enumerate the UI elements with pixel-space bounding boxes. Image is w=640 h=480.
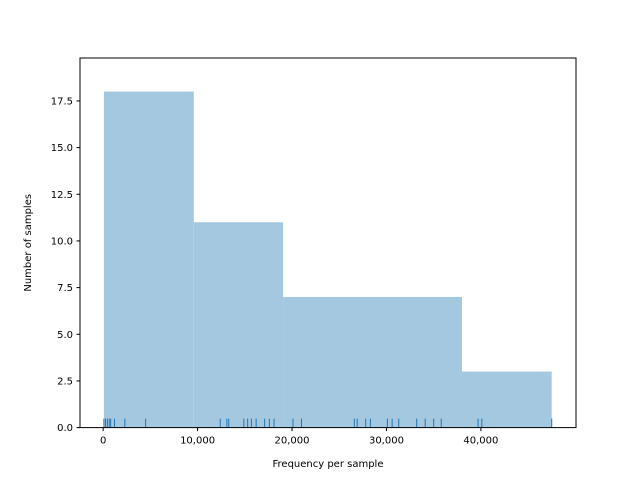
x-tick-label-1: 0 — [100, 436, 106, 447]
histogram-bars — [103, 91, 552, 428]
y-tick-label-1: 0.0 — [57, 423, 73, 434]
y-axis-ticks: 0.0 2.5 5.0 7.5 10.0 12.5 15.0 17.5 — [51, 96, 80, 434]
histogram-bar-4 — [462, 371, 552, 428]
x-tick-label-3: 20,000 — [275, 436, 310, 447]
y-tick-label-5: 10.0 — [51, 236, 73, 247]
y-tick-label-8: 17.5 — [51, 96, 73, 107]
x-tick-label-2: 10,000 — [180, 436, 215, 447]
histogram-bar-2 — [193, 222, 284, 428]
y-tick-label-2: 2.5 — [57, 376, 73, 387]
x-axis-ticks: 0 10,000 20,000 30,000 40,000 — [100, 427, 498, 447]
rug-marks — [103, 418, 553, 428]
x-tick-label-5: 40,000 — [463, 436, 498, 447]
plot-frame — [79, 57, 577, 429]
y-tick-label-7: 15.0 — [51, 143, 73, 154]
x-tick-label-4: 30,000 — [369, 436, 404, 447]
histogram-bar-1 — [103, 91, 194, 428]
y-tick-label-4: 7.5 — [57, 283, 73, 294]
y-tick-label-6: 12.5 — [51, 190, 73, 201]
x-axis-label: Frequency per sample — [273, 459, 384, 470]
y-tick-label-3: 5.0 — [57, 330, 73, 341]
y-axis-label: Number of samples — [23, 194, 34, 292]
histogram-bar-3 — [283, 296, 463, 428]
